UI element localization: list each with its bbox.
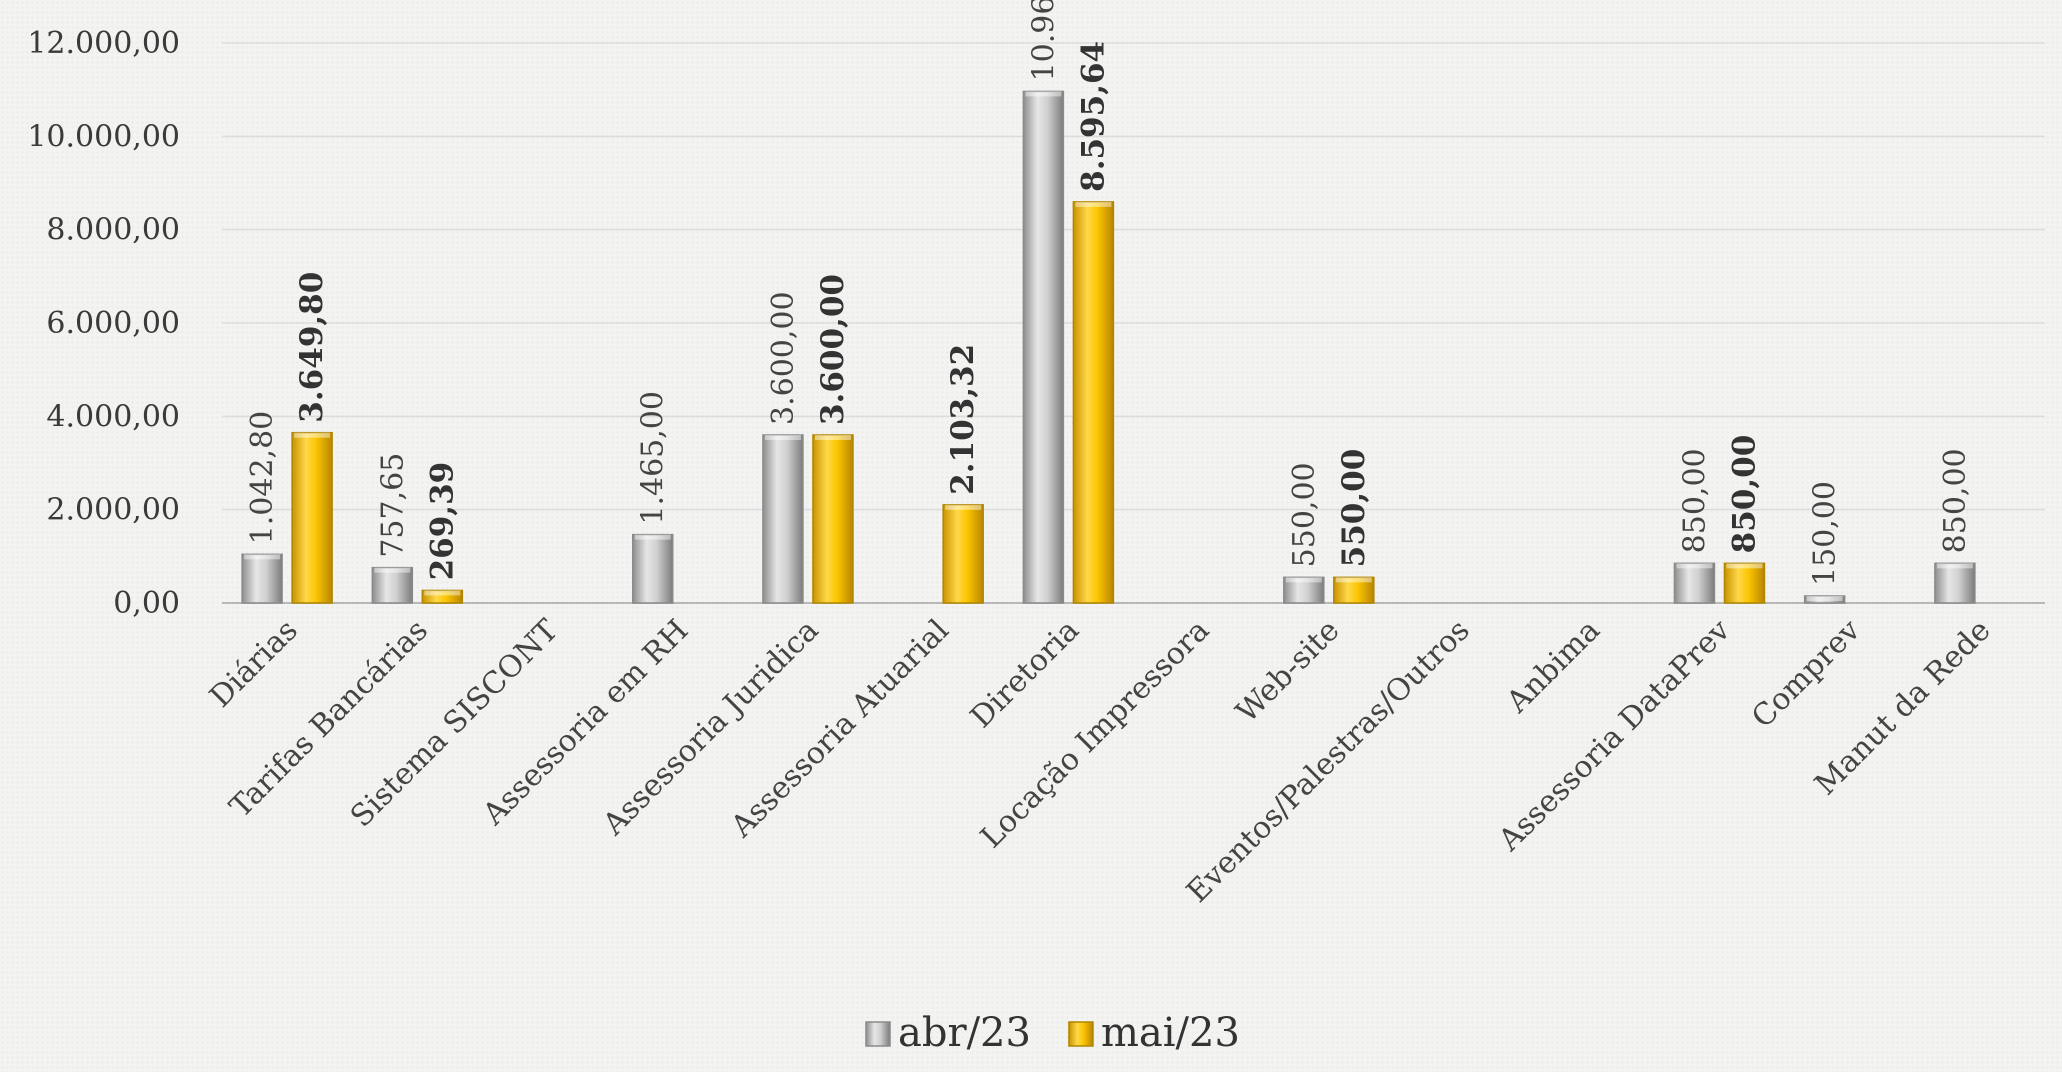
legend-label: abr/23 bbox=[898, 1010, 1031, 1056]
bar bbox=[942, 504, 984, 604]
bar-bevel bbox=[374, 567, 411, 573]
bars bbox=[241, 90, 1976, 604]
data-label: 550,00 bbox=[1287, 462, 1322, 567]
legend-swatch bbox=[1068, 1021, 1094, 1047]
bar bbox=[1283, 576, 1325, 604]
bar bbox=[291, 431, 333, 604]
data-label: 850,00 bbox=[1677, 448, 1712, 553]
bar-bevel bbox=[244, 554, 281, 560]
bar-bevel bbox=[1285, 577, 1322, 583]
bar bbox=[762, 434, 804, 604]
y-tick-label: 8.000,00 bbox=[46, 213, 180, 248]
category-label: Assessoria Juridica bbox=[596, 613, 826, 843]
y-tick-label: 6.000,00 bbox=[46, 306, 180, 341]
bar-bevel bbox=[1936, 563, 1973, 569]
bar bbox=[1934, 562, 1976, 604]
legend-swatch bbox=[865, 1021, 891, 1047]
bar-bevel bbox=[424, 590, 461, 596]
bar bbox=[371, 566, 414, 604]
bar-bevel bbox=[1806, 596, 1843, 601]
y-tick-label: 10.000,00 bbox=[27, 119, 180, 154]
data-label: 1.465,00 bbox=[636, 391, 671, 525]
data-label: 10.962,64 bbox=[1026, 0, 1061, 81]
category-label: Assessoria Atuarial bbox=[724, 613, 956, 845]
data-labels: 1.042,80 3.649,80 757,65 269,39 1.465,00 3.60… bbox=[245, 0, 1973, 586]
category-label: Diárias bbox=[203, 613, 305, 715]
bar-bevel bbox=[1075, 201, 1112, 207]
gridlines bbox=[222, 42, 2045, 604]
data-label: 1.042,80 bbox=[245, 411, 280, 545]
y-tick-label: 12.000,00 bbox=[27, 26, 180, 61]
bar bbox=[632, 533, 674, 604]
bar bbox=[1022, 90, 1065, 604]
data-label: 3.600,00 bbox=[766, 291, 801, 425]
bar-bevel bbox=[1025, 91, 1062, 97]
category-label: Diretoria bbox=[964, 613, 1086, 735]
data-label: 757,65 bbox=[375, 453, 410, 558]
bar-bevel bbox=[764, 435, 801, 440]
data-label: 3.649,80 bbox=[294, 272, 330, 423]
bar-bevel bbox=[1726, 563, 1763, 569]
category-label: Eventos/Palestras/Outros bbox=[1180, 613, 1477, 910]
data-label: 8.595,64 bbox=[1075, 41, 1111, 192]
y-tick-label: 4.000,00 bbox=[46, 399, 180, 434]
legend: abr/23 mai/23 bbox=[865, 1010, 1240, 1056]
bar bbox=[1072, 201, 1115, 604]
data-label: 550,00 bbox=[1336, 449, 1372, 568]
category-label: Anbima bbox=[1499, 613, 1607, 721]
category-label: Assessoria DataPrev bbox=[1491, 613, 1737, 859]
y-tick-label: 0,00 bbox=[113, 586, 180, 621]
bar bbox=[1673, 562, 1716, 604]
bar bbox=[1333, 576, 1375, 604]
data-label: 850,00 bbox=[1726, 435, 1762, 554]
bar bbox=[241, 553, 283, 604]
bar-bevel bbox=[1676, 563, 1713, 569]
data-label: 2.103,32 bbox=[945, 344, 981, 495]
bar bbox=[1803, 595, 1846, 604]
data-label: 150,00 bbox=[1808, 481, 1843, 586]
category-label: Locação Impressora bbox=[974, 613, 1216, 855]
bar-bevel bbox=[1335, 577, 1372, 583]
data-label: 269,39 bbox=[424, 462, 460, 581]
y-axis-ticks: 0,00 2.000,00 4.000,00 6.000,00 8.000,00 10.0… bbox=[27, 26, 180, 621]
bar-bevel bbox=[945, 504, 982, 510]
bar bbox=[421, 589, 464, 604]
bar-bevel bbox=[814, 435, 851, 440]
data-label: 3.600,00 bbox=[815, 274, 851, 425]
y-tick-label: 2.000,00 bbox=[46, 493, 180, 528]
category-label: Web-site bbox=[1230, 613, 1347, 730]
data-label: 850,00 bbox=[1938, 448, 1973, 553]
bar bbox=[1723, 562, 1766, 604]
category-label: Comprev bbox=[1745, 613, 1867, 735]
bar-bevel bbox=[634, 534, 671, 540]
bar bbox=[812, 434, 854, 604]
legend-label: mai/23 bbox=[1101, 1010, 1240, 1056]
bar-bevel bbox=[294, 432, 331, 438]
